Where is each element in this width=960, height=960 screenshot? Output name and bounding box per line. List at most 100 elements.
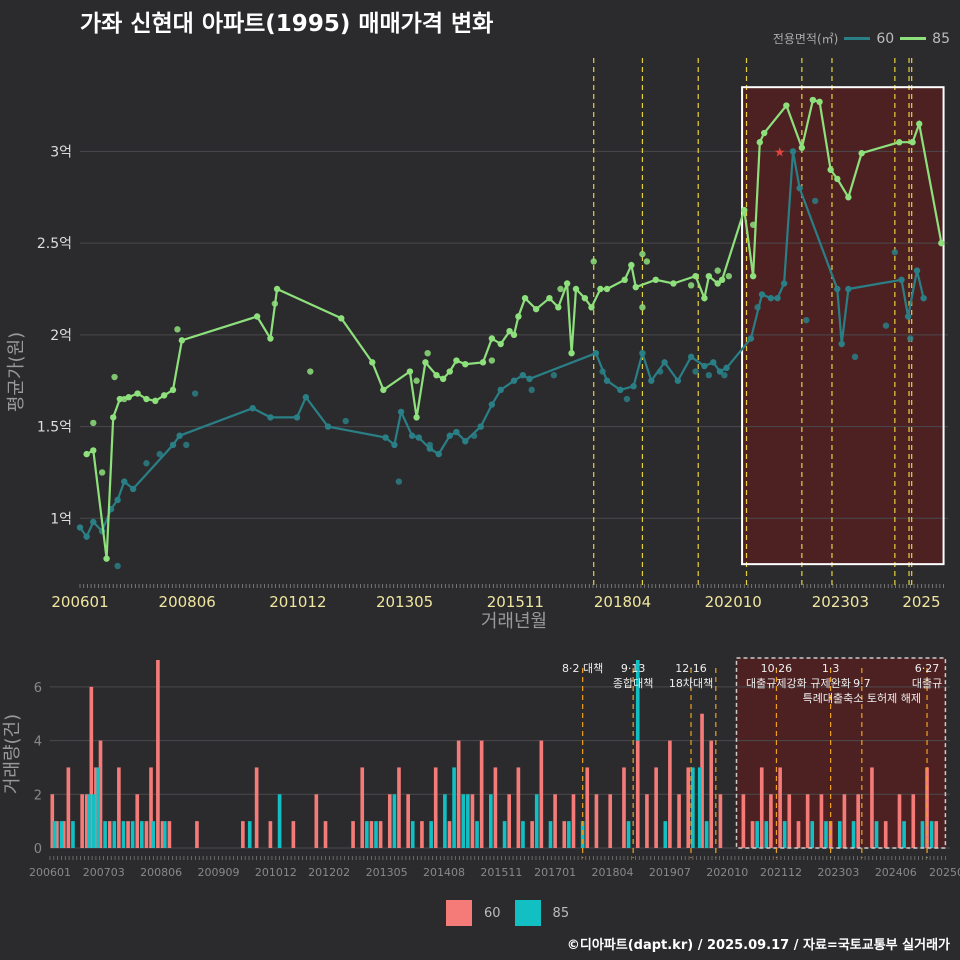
series-point-85 (83, 450, 90, 458)
series-point-60 (767, 294, 775, 302)
volume-bar-85 (755, 821, 759, 848)
scatter-point-60 (623, 395, 631, 403)
x-tick-label: 202010 (705, 593, 762, 611)
series-point-60 (789, 148, 797, 155)
series-point-85 (143, 395, 150, 403)
volume-bar-85 (704, 821, 709, 848)
volume-bar-60 (420, 821, 424, 848)
legend-title: 전용면적(㎡) (772, 32, 839, 46)
volume-bar-85 (663, 821, 668, 848)
volume-bar-85 (52, 821, 57, 848)
volume-bar-60 (856, 794, 860, 848)
series-point-85 (628, 261, 635, 269)
volume-bar-60 (842, 794, 847, 848)
series-point-85 (521, 294, 529, 302)
legend-bottom: 60 85 (446, 900, 583, 926)
event-label: 8·2 대책 (562, 662, 603, 675)
volume-bar-60 (709, 740, 714, 848)
volume-bar-85 (920, 821, 925, 848)
series-point-85 (798, 144, 806, 151)
series-point-85 (479, 359, 487, 366)
series-point-60 (904, 313, 912, 320)
volume-bar-60 (406, 794, 410, 848)
event-label: 대출규 (912, 677, 942, 690)
series-point-60 (780, 280, 788, 287)
series-point-60 (519, 372, 527, 379)
series-point-85 (446, 368, 453, 375)
scatter-point-85 (643, 258, 651, 265)
volume-bar-85 (59, 821, 64, 848)
series-point-85 (90, 447, 97, 454)
series-point-85 (110, 414, 117, 421)
volume-bar-60 (254, 767, 259, 848)
volume-bar-60 (897, 794, 902, 848)
scatter-point-60 (882, 322, 890, 329)
bar-x-tick-label: 200703 (83, 866, 125, 879)
volume-bar-60 (585, 767, 590, 848)
series-point-85 (555, 304, 562, 311)
legend-label-85: 85 (932, 30, 950, 47)
volume-bar-85 (461, 794, 466, 848)
series-point-85 (169, 386, 177, 394)
series-point-85 (692, 272, 699, 280)
series-point-85 (568, 349, 575, 357)
volume-bar-85 (635, 660, 640, 741)
scatter-point-85 (307, 368, 314, 375)
volume-bar-60 (144, 821, 149, 848)
scatter-point-60 (907, 335, 914, 342)
volume-bar-85 (691, 767, 695, 848)
volume-bar-85 (429, 821, 433, 848)
volume-bar-85 (91, 794, 96, 848)
series-point-60 (488, 401, 496, 408)
series-point-85 (783, 102, 790, 109)
volume-bar-85 (365, 821, 369, 848)
scatter-point-85 (557, 285, 564, 293)
bar-x-tick-label: 201511 (480, 866, 522, 879)
volume-bar-60 (351, 821, 355, 848)
series-point-85 (588, 304, 595, 311)
series-point-85 (532, 305, 540, 313)
bar-x-tick-label: 200601 (29, 866, 71, 879)
volume-bar-60 (493, 767, 498, 848)
series-point-60 (716, 368, 724, 375)
series-point-60 (391, 441, 398, 449)
volume-bar-60 (397, 767, 401, 848)
volume-bar-60 (718, 794, 723, 848)
series-point-60 (661, 359, 668, 366)
y-tick-label: 2억 (50, 328, 72, 344)
scatter-point-60 (114, 562, 121, 570)
x-tick-label: 2025 (902, 593, 940, 611)
volume-bar-60 (378, 821, 383, 848)
volume-bar-85 (475, 821, 479, 848)
volume-bar-60 (778, 767, 782, 848)
series-point-85 (125, 394, 132, 401)
volume-bar-60 (89, 686, 94, 848)
series-point-85 (597, 285, 604, 293)
volume-bar-60 (668, 740, 672, 848)
bar-x-tick-label: 202509 (929, 866, 960, 879)
volume-bar-60 (268, 821, 273, 848)
volume-bar-60 (291, 821, 296, 848)
scatter-point-60 (342, 417, 349, 425)
volume-bar-85 (824, 821, 828, 848)
scatter-point-60 (721, 372, 728, 379)
volume-bar-60 (571, 794, 576, 848)
y-tick-label: 2.5억 (37, 236, 72, 252)
page-title: 가좌 신현대 아파트(1995) 매매가격 변화 (80, 11, 494, 37)
series-point-60 (526, 375, 533, 383)
scatter-point-60 (851, 353, 859, 361)
scatter-point-60 (803, 316, 810, 324)
series-point-60 (415, 434, 422, 441)
y-axis-title: 평균가(원) (6, 332, 27, 412)
series-line-60 (79, 151, 925, 539)
series-point-85 (916, 120, 923, 128)
volume-bar-85 (103, 821, 107, 848)
volume-bar-85 (374, 821, 378, 848)
volume-bar-60 (934, 821, 939, 848)
legend-label-60: 60 (876, 30, 895, 47)
series-point-85 (581, 294, 589, 302)
price-chart-panel: 1억 1.5억 2억 2.5억 3억 ★ 200601 200806 201012 201305 2… (6, 58, 948, 632)
series-point-60 (838, 340, 845, 348)
bar-x-tick-label: 201907 (649, 866, 691, 879)
series-point-85 (497, 340, 504, 348)
